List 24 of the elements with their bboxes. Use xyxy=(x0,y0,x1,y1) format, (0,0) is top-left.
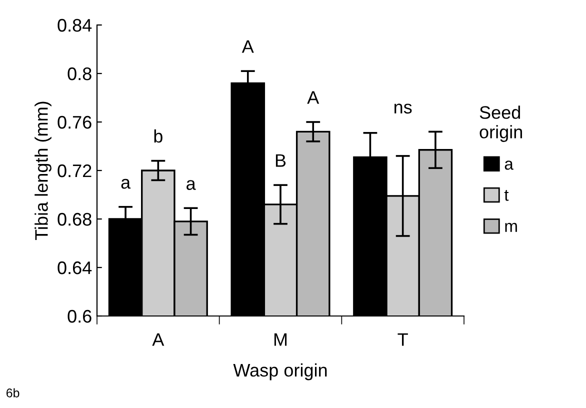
x-tick-label: M xyxy=(274,333,287,346)
y-tick-label: 0.76 xyxy=(58,116,92,129)
text: 6b xyxy=(6,388,20,398)
legend-label: m xyxy=(505,222,517,232)
x-tick-label: T xyxy=(398,333,408,346)
y-tick-label: 0.72 xyxy=(58,164,92,178)
y-tick-label: 0.84 xyxy=(58,18,92,32)
annotation: a xyxy=(121,178,131,189)
annotation: a xyxy=(186,180,196,190)
annotation: B xyxy=(276,154,286,167)
legend-label: a xyxy=(504,160,514,170)
x-tick-label: A xyxy=(152,333,164,346)
y-tick-label: 0.64 xyxy=(58,261,92,274)
annotation: A xyxy=(307,91,320,104)
y-tick-label: 0.8 xyxy=(68,67,92,80)
annotation: b xyxy=(154,129,162,143)
x-axis-title: Wasp origin xyxy=(233,363,327,380)
legend-title: Seed origin xyxy=(480,106,522,142)
legend-label: t xyxy=(504,190,509,201)
y-tick-label: 0.68 xyxy=(58,212,92,226)
annotation: ns xyxy=(394,104,412,114)
annotation: A xyxy=(242,40,254,53)
y-axis-title: Tibia length (mm) xyxy=(34,102,52,240)
y-tick-label: 0.6 xyxy=(68,310,92,323)
